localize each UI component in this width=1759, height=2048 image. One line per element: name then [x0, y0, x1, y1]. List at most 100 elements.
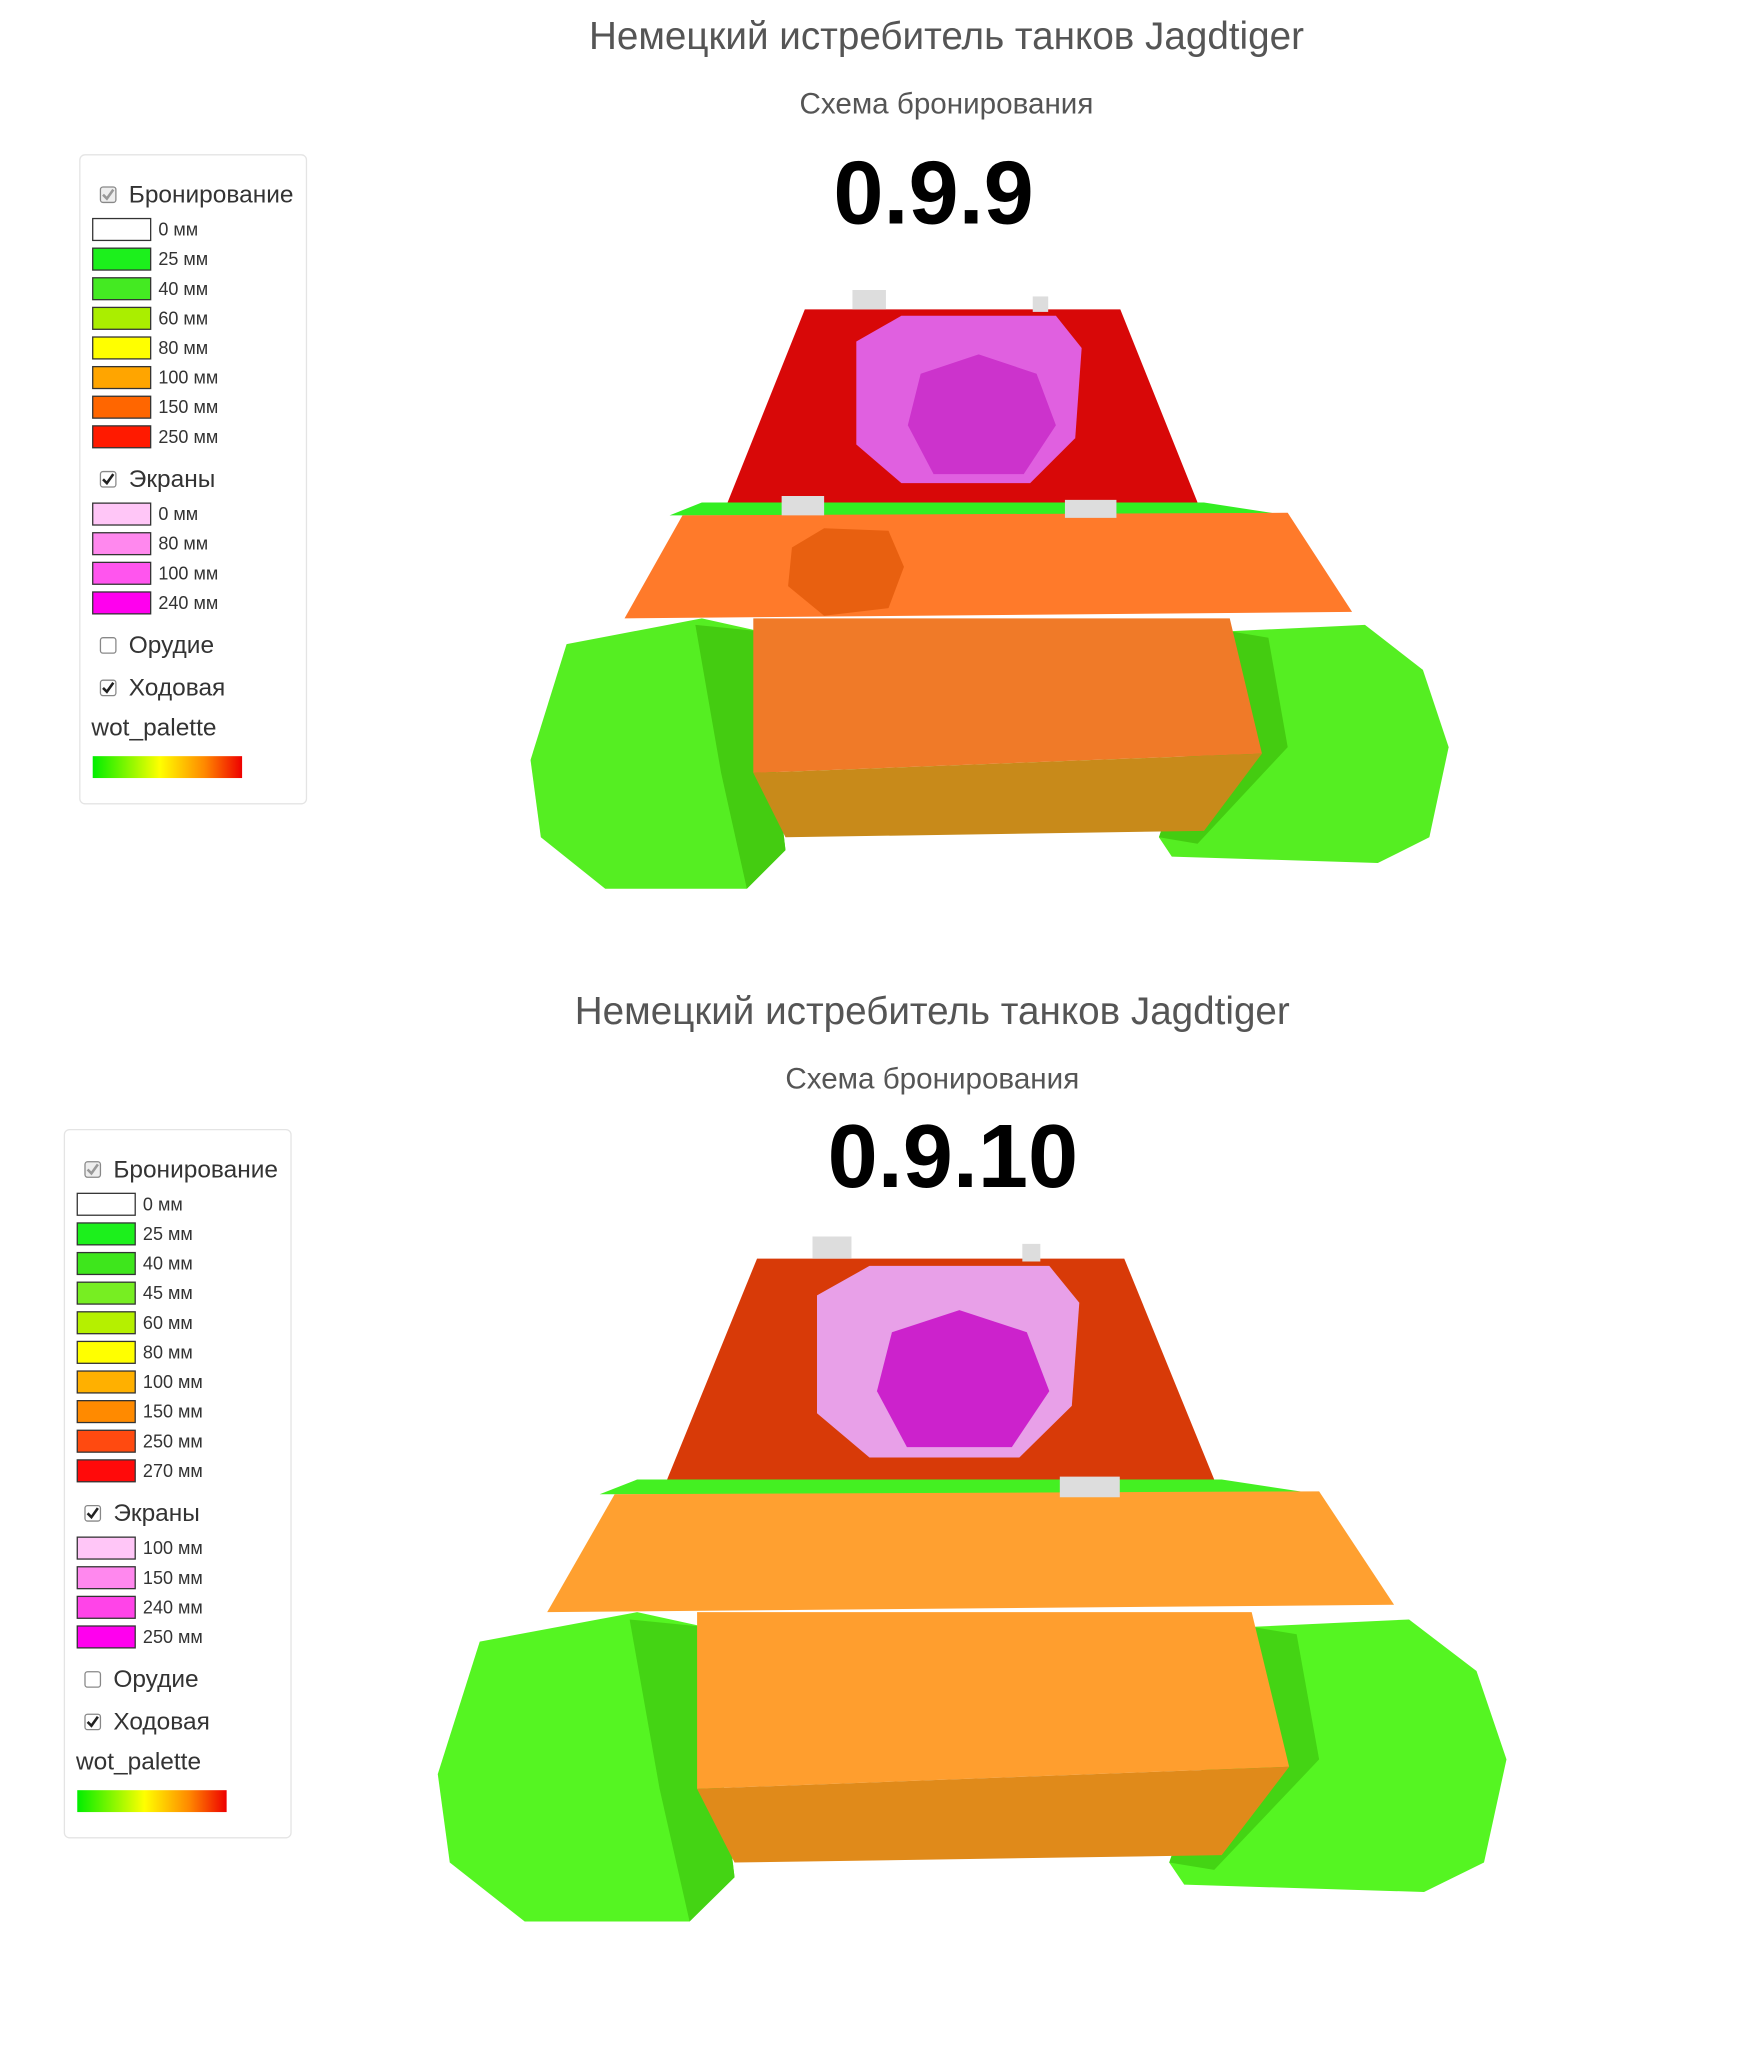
detail [1022, 1243, 1041, 1262]
legend-toggle-label: Орудие [129, 632, 214, 659]
palette-name: wot_palette [75, 1749, 201, 1776]
check-mark [102, 473, 115, 486]
legend-item-label: 0 мм [158, 220, 198, 240]
color-swatch [92, 532, 152, 556]
check-mark [86, 1163, 99, 1176]
color-swatch [76, 1311, 136, 1335]
legend-item-label: 250 мм [143, 1627, 203, 1647]
color-swatch [76, 1192, 136, 1216]
subtitle: Схема бронирования [785, 1062, 1079, 1095]
legend-toggle-label: Ходовая [113, 1709, 210, 1736]
legend-item-label: 60 мм [143, 1313, 193, 1333]
palette-bar [92, 756, 243, 779]
viewer-panel: Немецкий истребитель танков Jagdtiger Схе… [63, 990, 1507, 1922]
detail [852, 290, 886, 310]
hatch [788, 528, 904, 616]
check-mark [86, 1716, 99, 1728]
legend-item-label: 100 мм [158, 563, 218, 583]
legend-group-label: Бронирование [113, 1156, 278, 1183]
color-swatch [76, 1595, 136, 1619]
legend-item-label: 0 мм [158, 504, 198, 524]
palette-bar [77, 1790, 227, 1813]
legend-toggle-label: Орудие [113, 1666, 198, 1693]
hull-lower [697, 1612, 1290, 1789]
legend-item-label: 40 мм [158, 279, 208, 299]
legend-item-label: 80 мм [143, 1342, 193, 1362]
color-swatch [76, 1400, 136, 1424]
legend-item-label: 150 мм [143, 1568, 203, 1588]
color-swatch [92, 336, 152, 360]
color-swatch [92, 395, 152, 419]
color-swatch [76, 1222, 136, 1246]
gun-face [907, 354, 1056, 475]
legend-item-label: 25 мм [158, 249, 208, 269]
legend-item-label: 100 мм [143, 1372, 203, 1392]
color-swatch [92, 561, 152, 585]
check-mark [102, 188, 115, 201]
page-title: Немецкий истребитель танков Jagdtiger [589, 15, 1304, 58]
legend-item-label: 150 мм [158, 397, 218, 417]
legend-item-label: 100 мм [158, 368, 218, 388]
legend-item-label: 25 мм [143, 1224, 193, 1244]
legend-item-label: 80 мм [158, 534, 208, 554]
gun-face [876, 1310, 1050, 1448]
color-swatch [76, 1340, 136, 1364]
version-label: 0.9.9 [833, 143, 1033, 244]
legend-item-label: 270 мм [143, 1461, 203, 1481]
legend-item-label: 240 мм [143, 1597, 203, 1617]
legend-item-label: 240 мм [158, 593, 218, 613]
legend-item-label: 250 мм [143, 1431, 203, 1451]
legend-box [63, 1128, 292, 1839]
hull-bottom [753, 753, 1262, 838]
detail [1059, 1476, 1120, 1498]
color-swatch [92, 306, 152, 330]
color-swatch [76, 1625, 136, 1649]
legend-item-label: 45 мм [143, 1283, 193, 1303]
legend-item-label: 80 мм [158, 338, 208, 358]
viewer-panel: Немецкий истребитель танков Jagdtiger Схе… [79, 15, 1449, 889]
color-swatch [76, 1566, 136, 1590]
color-swatch [92, 247, 152, 271]
detail [781, 496, 825, 516]
legend-item-label: 100 мм [143, 1538, 203, 1558]
legend-panel: Бронирование 0 мм 25 мм 40 мм 45 мм 60 мм 80 м… [63, 1128, 292, 1839]
hull-lower [753, 618, 1262, 773]
legend-group-label: Экраны [129, 466, 216, 493]
legend-group-label: Экраны [113, 1500, 200, 1527]
color-swatch [76, 1251, 136, 1276]
color-swatch [76, 1459, 136, 1483]
legend-toggle-label: Ходовая [129, 675, 226, 702]
hull-strip [599, 1479, 1320, 1495]
detail [812, 1236, 852, 1259]
color-swatch [92, 365, 152, 390]
color-swatch [76, 1281, 136, 1305]
legend-group-label: Бронирование [129, 181, 294, 208]
version-label: 0.9.10 [828, 1106, 1079, 1207]
color-swatch [92, 502, 152, 526]
color-swatch [92, 591, 152, 615]
page-title: Немецкий истребитель танков Jagdtiger [575, 990, 1290, 1033]
hull-bottom [697, 1766, 1290, 1863]
color-swatch [76, 1536, 136, 1560]
legend-item-label: 250 мм [158, 427, 218, 447]
detail [1064, 499, 1117, 518]
legend-panel: Бронирование 0 мм 25 мм 40 мм 60 мм 80 мм 100 … [79, 154, 308, 805]
color-swatch [92, 217, 152, 242]
legend-item-label: 0 мм [143, 1194, 183, 1214]
detail [1032, 296, 1049, 312]
color-swatch [76, 1429, 136, 1453]
legend-item-label: 40 мм [143, 1254, 193, 1274]
color-swatch [92, 277, 152, 301]
check-mark [102, 682, 115, 694]
check-mark [86, 1507, 99, 1520]
legend-item-label: 60 мм [158, 308, 208, 328]
checkbox[interactable] [99, 637, 117, 654]
legend-item-label: 150 мм [143, 1402, 203, 1422]
subtitle: Схема бронирования [800, 88, 1094, 121]
color-swatch [76, 1370, 136, 1394]
upper-plate [624, 512, 1353, 619]
tank-model [437, 1236, 1507, 1922]
checkbox[interactable] [84, 1671, 102, 1688]
